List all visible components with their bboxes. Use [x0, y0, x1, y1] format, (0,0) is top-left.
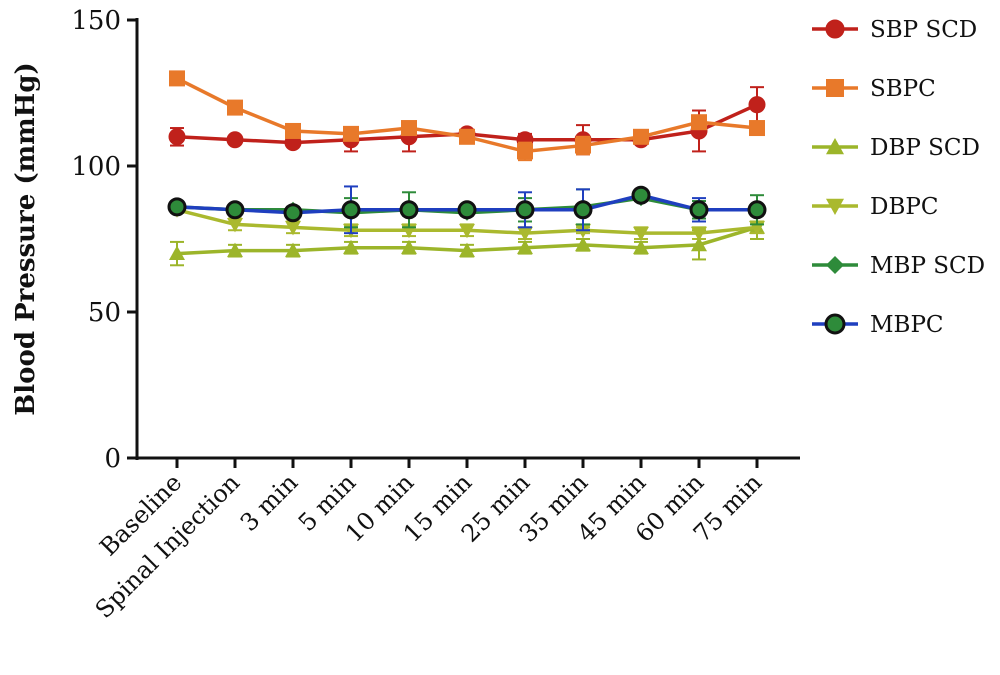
- data-point-mbpc: [689, 200, 709, 220]
- legend-item-mbpc: MBPC: [812, 312, 944, 338]
- data-point-mbpc: [631, 185, 651, 205]
- data-point-sbpc: [343, 125, 359, 142]
- data-point-sbp-scd: [226, 131, 244, 149]
- y-tick-label: 50: [88, 298, 121, 328]
- data-point-sbpc: [459, 128, 475, 145]
- y-axis-title: Blood Pressure (mmHg): [11, 62, 41, 415]
- data-point-sbpc: [401, 120, 417, 137]
- data-point-dbp-scd: [343, 239, 359, 255]
- data-point-sbp-scd: [748, 96, 766, 114]
- legend: SBP SCD SBPC DBP SCD DBPC MBP SCD MBPC: [812, 17, 985, 338]
- y-tick-label: 150: [71, 6, 121, 36]
- legend-label: DBPC: [870, 194, 938, 220]
- legend-marker-mbpc: [824, 313, 846, 335]
- legend-item-sbpc: SBPC: [812, 76, 936, 102]
- legend-label: SBPC: [870, 76, 936, 102]
- legend-label: MBPC: [870, 312, 944, 338]
- data-point-mbpc: [515, 200, 535, 220]
- data-point-sbpc: [227, 99, 243, 116]
- legend-item-dbpc: DBPC: [812, 194, 938, 220]
- data-point-mbpc: [573, 200, 593, 220]
- data-point-mbpc: [747, 200, 767, 220]
- data-point-dbp-scd: [575, 236, 591, 252]
- data-point-mbpc: [167, 197, 187, 217]
- legend-label: MBP SCD: [870, 253, 985, 279]
- data-point-dbp-scd: [517, 239, 533, 255]
- series-mbpc: [167, 185, 767, 235]
- legend-marker-dbp-scd: [826, 138, 844, 155]
- data-point-sbpc: [749, 120, 765, 137]
- data-point-mbpc: [225, 200, 245, 220]
- data-point-sbpc: [633, 128, 649, 145]
- data-point-dbp-scd: [227, 242, 243, 258]
- series-layer: [167, 70, 767, 267]
- legend-marker-sbpc: [826, 79, 844, 97]
- data-point-mbpc: [399, 200, 419, 220]
- data-point-dbpc: [517, 226, 533, 242]
- legend-marker-dbpc: [826, 198, 844, 215]
- y-tick-label: 100: [71, 152, 121, 182]
- legend-marker-mbp-scd: [826, 256, 844, 274]
- data-point-sbpc: [575, 137, 591, 154]
- data-point-dbpc: [285, 220, 301, 236]
- data-point-dbp-scd: [285, 242, 301, 258]
- data-point-dbp-scd: [633, 239, 649, 255]
- legend-item-dbp-scd: DBP SCD: [812, 135, 980, 161]
- data-point-sbpc: [517, 143, 533, 160]
- series-sbpc: [169, 70, 765, 162]
- legend-label: SBP SCD: [870, 17, 977, 43]
- series-dbp-scd: [169, 214, 765, 267]
- data-point-sbpc: [285, 122, 301, 139]
- data-point-mbpc: [283, 203, 303, 223]
- data-point-dbp-scd: [691, 236, 707, 252]
- data-point-mbpc: [457, 200, 477, 220]
- data-point-sbp-scd: [168, 128, 186, 146]
- data-point-dbpc: [691, 226, 707, 242]
- data-point-dbp-scd: [169, 245, 185, 260]
- data-point-sbpc: [169, 70, 185, 87]
- data-point-sbpc: [691, 114, 707, 131]
- y-tick-label: 0: [104, 444, 121, 474]
- data-point-mbpc: [341, 200, 361, 220]
- legend-label: DBP SCD: [870, 135, 980, 161]
- legend-marker-sbp-scd: [825, 19, 845, 39]
- data-point-dbpc: [459, 223, 475, 239]
- data-point-dbpc: [633, 226, 649, 242]
- data-point-dbpc: [227, 218, 243, 233]
- data-point-dbp-scd: [401, 239, 417, 255]
- data-point-dbp-scd: [459, 242, 475, 258]
- x-tick-label: 3 min: [235, 468, 303, 536]
- legend-item-sbp-scd: SBP SCD: [812, 17, 977, 43]
- legend-item-mbp-scd: MBP SCD: [812, 253, 985, 279]
